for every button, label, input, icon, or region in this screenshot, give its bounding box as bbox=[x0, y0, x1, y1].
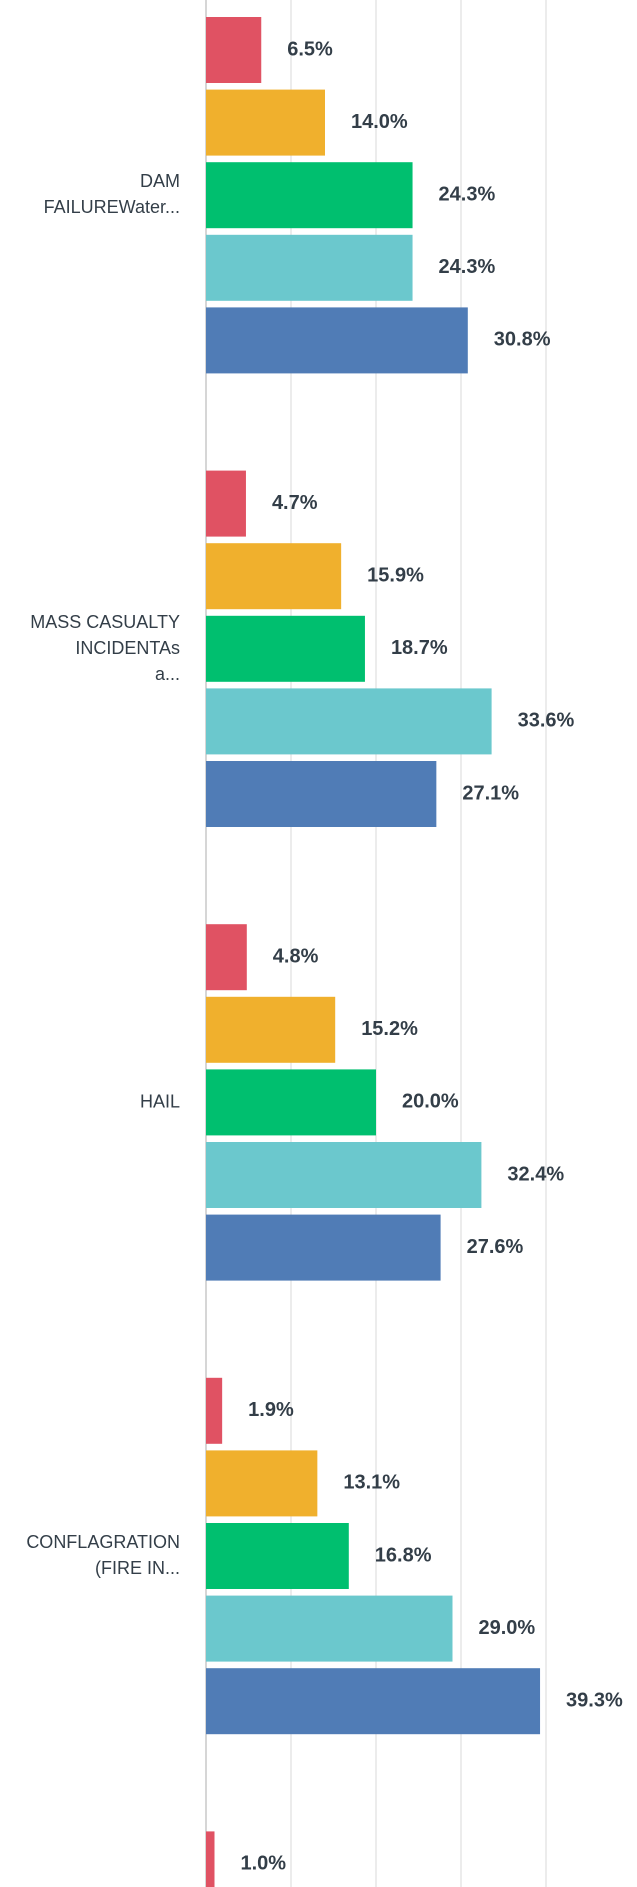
bar bbox=[206, 761, 437, 827]
value-label: 15.9% bbox=[367, 564, 424, 586]
value-label: 32.4% bbox=[507, 1163, 564, 1185]
bar bbox=[206, 996, 336, 1063]
value-label: 39.3% bbox=[566, 1689, 623, 1711]
bar bbox=[206, 1450, 318, 1517]
category-label: CONFLAGRATION (FIRE IN... bbox=[26, 1532, 180, 1578]
bar bbox=[206, 688, 492, 755]
bar bbox=[206, 1595, 453, 1662]
bar bbox=[206, 17, 262, 83]
bar bbox=[206, 1831, 215, 1887]
value-label: 6.5% bbox=[287, 38, 333, 60]
value-label: 4.7% bbox=[272, 492, 318, 514]
value-label: 16.8% bbox=[375, 1544, 432, 1566]
bar bbox=[206, 615, 365, 682]
category-label: HAIL bbox=[140, 1091, 180, 1111]
category-label: DAM FAILUREWater... bbox=[44, 171, 180, 217]
bar bbox=[206, 1523, 349, 1589]
bar bbox=[206, 470, 246, 537]
bar bbox=[206, 1142, 482, 1208]
value-label: 13.1% bbox=[343, 1472, 400, 1494]
bar bbox=[206, 234, 413, 301]
bar bbox=[206, 924, 247, 991]
bar bbox=[206, 89, 325, 156]
bar bbox=[206, 543, 342, 610]
value-label: 24.3% bbox=[439, 183, 496, 205]
bar bbox=[206, 307, 468, 374]
value-label: 15.2% bbox=[361, 1018, 418, 1040]
value-label: 27.6% bbox=[467, 1236, 524, 1258]
value-label: 33.6% bbox=[518, 710, 575, 732]
value-label: 4.8% bbox=[273, 945, 319, 967]
value-label: 1.0% bbox=[241, 1853, 287, 1875]
bar bbox=[206, 162, 413, 229]
bar bbox=[206, 1377, 223, 1444]
value-label: 18.7% bbox=[391, 637, 448, 659]
category-label: MASS CASUALTY INCIDENTAs a... bbox=[30, 612, 180, 684]
bar bbox=[206, 1069, 376, 1136]
value-label: 20.0% bbox=[402, 1091, 459, 1113]
value-label: 24.3% bbox=[439, 256, 496, 278]
value-label: 27.1% bbox=[462, 782, 519, 804]
value-label: 14.0% bbox=[351, 111, 408, 133]
bar bbox=[206, 1214, 441, 1281]
value-label: 29.0% bbox=[479, 1617, 536, 1639]
value-label: 1.9% bbox=[248, 1399, 294, 1421]
bar bbox=[206, 1668, 541, 1735]
value-label: 30.8% bbox=[494, 329, 551, 351]
